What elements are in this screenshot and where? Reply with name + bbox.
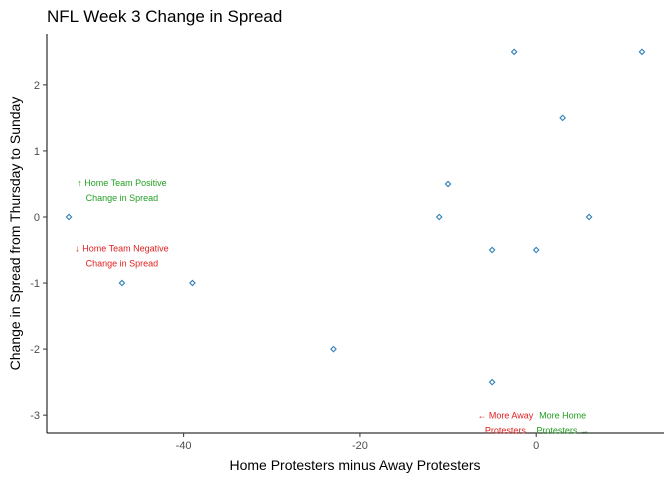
data-point — [638, 48, 646, 56]
data-point — [488, 246, 496, 254]
data-point — [510, 48, 518, 56]
annotation-label: More Home Protesters → — [536, 410, 589, 435]
data-point — [559, 114, 567, 122]
plot-area — [65, 48, 646, 386]
x-tick-label: 0 — [533, 440, 539, 452]
annotation-label: ← More Away Protesters — [477, 410, 533, 435]
data-point — [330, 345, 337, 353]
y-tick-label: 0 — [34, 212, 40, 224]
annotation-label: ↑ Home Team Positive Change in Spread — [77, 178, 166, 203]
x-axis-title: Home Protesters minus Away Protesters — [229, 457, 480, 473]
y-tick-label: 2 — [34, 80, 40, 92]
data-point — [585, 213, 593, 221]
annotation-label: ↓ Home Team Negative Change in Spread — [75, 243, 168, 268]
x-tick-label: -20 — [352, 440, 368, 452]
data-point — [189, 279, 196, 287]
annotations: ↑ Home Team Positive Change in Spread ↓ Ho… — [75, 178, 589, 436]
chart-title: NFL Week 3 Change in Spread — [47, 7, 282, 26]
data-point — [488, 378, 496, 386]
data-point — [65, 213, 73, 221]
y-tick-label: 1 — [34, 146, 40, 158]
data-point — [435, 213, 443, 221]
y-tick-label: -2 — [30, 344, 40, 356]
x-axis-ticks: -40 -20 0 — [176, 433, 539, 452]
y-tick-label: -3 — [30, 410, 40, 422]
data-point — [118, 279, 126, 287]
y-axis-title: Change in Spread from Thursday to Sunday — [7, 97, 23, 371]
y-axis-ticks: -3 -2 -1 0 1 2 — [30, 80, 47, 422]
y-tick-label: -1 — [30, 278, 40, 290]
data-point — [532, 246, 540, 254]
data-point — [444, 180, 452, 188]
x-tick-label: -40 — [176, 440, 192, 452]
